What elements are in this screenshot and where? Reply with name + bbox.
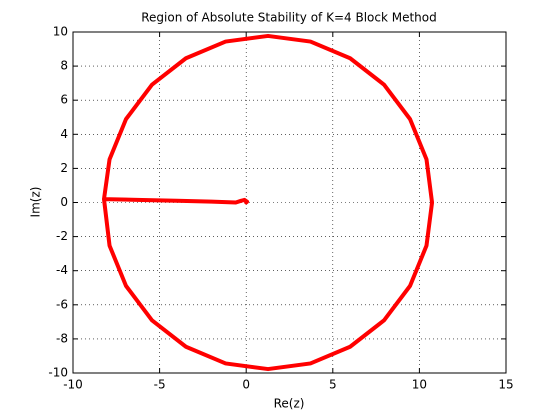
- y-tick-label: -8: [56, 331, 68, 345]
- x-tick-label: -10: [63, 378, 83, 392]
- y-tick-label: 4: [60, 127, 68, 141]
- x-tick-label: 10: [412, 378, 427, 392]
- y-tick-label: -10: [48, 366, 68, 380]
- y-tick-label: 0: [60, 195, 68, 209]
- x-tick-label: -5: [154, 378, 166, 392]
- y-tick-label: 10: [53, 25, 68, 39]
- x-axis-label: Re(z): [274, 397, 305, 411]
- y-axis-label: Im(z): [29, 187, 43, 218]
- x-tick-label: 0: [242, 378, 250, 392]
- y-tick-label: 8: [60, 59, 68, 73]
- y-tick-label: 6: [60, 93, 68, 107]
- x-tick-label: 5: [329, 378, 337, 392]
- curve: [102, 33, 435, 372]
- y-tick-label: -6: [56, 297, 68, 311]
- y-tick-label: -2: [56, 229, 68, 243]
- y-tick-label: -4: [56, 263, 68, 277]
- chart-title: Region of Absolute Stability of K=4 Bloc…: [141, 11, 436, 25]
- axes-box: [72, 31, 507, 374]
- x-tick-label: 15: [498, 378, 513, 392]
- y-tick-label: 2: [60, 161, 68, 175]
